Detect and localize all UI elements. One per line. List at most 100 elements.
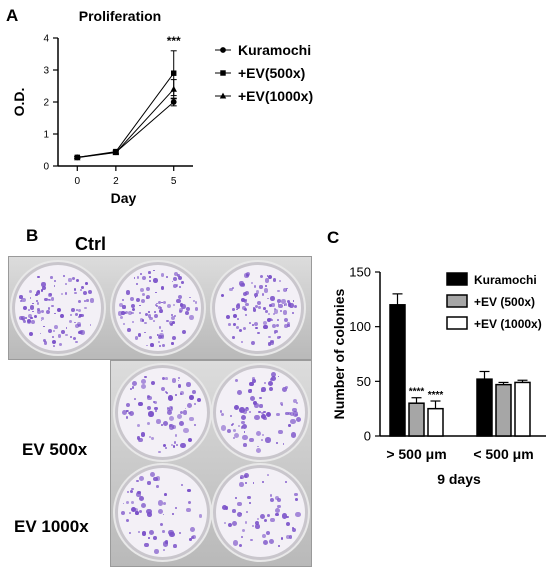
colony-dot <box>285 521 291 526</box>
colony-dot <box>282 310 287 315</box>
colony-dot <box>277 544 280 548</box>
colony-dot <box>158 450 161 453</box>
colony-dot <box>178 376 181 379</box>
colony-dot <box>186 507 192 513</box>
colony-dot <box>84 300 86 302</box>
legend-label: Kuramochi <box>238 42 311 58</box>
legend-label: +EV(500x) <box>238 65 305 81</box>
colony-dot <box>165 391 167 393</box>
x-axis-title: Day <box>111 190 137 206</box>
colony-dot <box>154 314 159 319</box>
colony-dot <box>237 511 243 517</box>
colony-dot <box>156 476 161 481</box>
colony-dot <box>288 535 292 539</box>
colony-dot <box>153 269 155 272</box>
colony-dot <box>83 306 87 310</box>
data-point <box>74 154 81 161</box>
colony-dot <box>261 293 265 296</box>
colony-dot <box>148 336 153 340</box>
colony-dot <box>286 324 290 327</box>
colony-dot <box>294 304 298 308</box>
colony-dot <box>65 283 67 286</box>
colony-dot <box>88 290 93 294</box>
colony-dot <box>246 511 249 514</box>
y-axis-title: Number of colonies <box>331 288 347 419</box>
colony-dot <box>195 301 198 304</box>
colony-dot <box>150 381 155 386</box>
colony-dot <box>35 300 38 303</box>
colony-dot <box>165 542 169 545</box>
bar <box>389 304 406 437</box>
bar <box>427 407 444 437</box>
colony-dot <box>261 438 264 441</box>
colony-dot <box>51 304 54 308</box>
colony-dot <box>40 319 43 322</box>
colony-dot <box>137 531 140 534</box>
colony-dot <box>249 437 254 443</box>
colony-dot <box>36 301 40 305</box>
colony-dot <box>223 521 226 524</box>
bar <box>514 381 531 437</box>
colony-dot <box>138 401 143 407</box>
colony-dot <box>179 410 184 414</box>
colony-dot <box>48 328 53 334</box>
colony-dot <box>241 420 245 424</box>
colony-dot <box>68 278 72 282</box>
colony-dot <box>37 308 40 312</box>
colony-dot <box>128 532 131 535</box>
colony-dot <box>250 538 254 542</box>
colony-dot <box>242 326 247 330</box>
colony-dot <box>148 436 151 439</box>
colony-dot <box>284 303 288 306</box>
colony-dot <box>153 476 158 482</box>
colony-dot <box>125 311 129 315</box>
colony-dot <box>281 299 286 305</box>
colony-dot <box>235 379 239 383</box>
colony-dot <box>277 298 282 303</box>
colony-dot <box>238 482 244 487</box>
colony-dot <box>255 327 258 330</box>
colony-dot <box>198 513 203 518</box>
colony-dot <box>165 376 169 380</box>
colony-dot <box>248 321 251 324</box>
colony-dot <box>141 319 145 322</box>
colony-dot <box>176 444 178 447</box>
colony-dot <box>177 414 183 420</box>
colony-dot <box>154 406 158 411</box>
colony-dot <box>249 395 255 401</box>
colony-dot <box>247 388 252 393</box>
colony-dot <box>268 538 274 544</box>
colony-dot <box>36 310 41 315</box>
colony-dot <box>268 303 272 307</box>
colony-dot <box>254 521 259 526</box>
colony-dot <box>232 521 238 526</box>
colony-dot <box>169 321 173 325</box>
colony-dot <box>278 430 283 435</box>
colony-dot <box>286 287 288 290</box>
colony-dot <box>256 445 259 448</box>
colony-dot <box>167 395 174 401</box>
colony-dot <box>60 293 63 296</box>
colony-dot <box>235 304 241 309</box>
colony-dot <box>130 490 134 494</box>
colony-dot <box>139 495 145 501</box>
colony-dot <box>167 407 170 411</box>
y-tick-label: 3 <box>43 66 49 77</box>
colony-dot <box>37 289 41 293</box>
legend-label: +EV (1000x) <box>474 317 542 331</box>
colony-dot <box>252 377 255 380</box>
colony-dot <box>153 320 156 323</box>
colony-dot <box>153 311 157 314</box>
colony-dot <box>244 521 248 524</box>
colony-dot <box>162 549 165 551</box>
colony-dot <box>262 320 267 325</box>
colony-dot <box>148 271 151 274</box>
colony-dot <box>136 283 139 286</box>
x-tick-label: < 500 μm <box>473 446 533 462</box>
colony-dot <box>171 313 174 316</box>
colony-dot <box>177 294 183 299</box>
colony-dot <box>188 538 192 541</box>
colony-dot <box>196 398 201 403</box>
colony-dot <box>177 274 180 278</box>
colony-dot <box>78 315 81 319</box>
